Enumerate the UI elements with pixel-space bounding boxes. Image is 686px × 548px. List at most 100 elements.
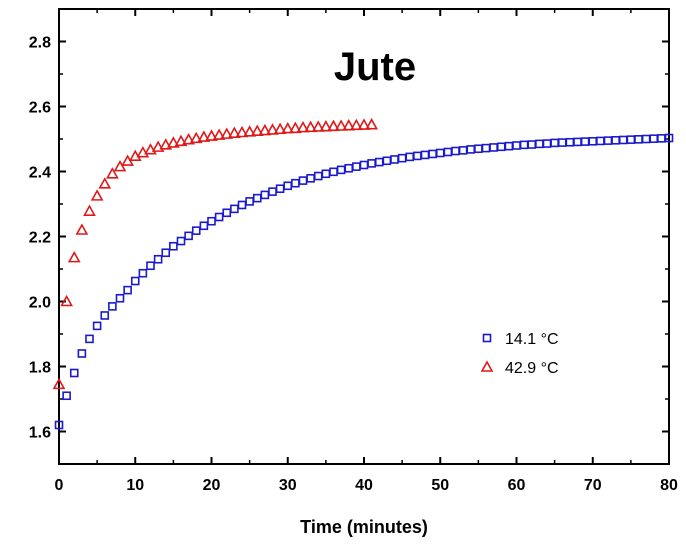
data-point: [252, 193, 262, 203]
data-point: [151, 140, 165, 152]
series-0: [54, 133, 674, 430]
data-point: [69, 368, 79, 378]
data-point: [159, 138, 173, 150]
series-layer: [52, 118, 674, 430]
data-point: [611, 136, 620, 145]
data-point: [281, 121, 295, 134]
data-point: [106, 167, 119, 179]
data-point: [542, 139, 552, 148]
data-point: [275, 184, 285, 194]
data-point: [260, 190, 270, 200]
data-point: [296, 120, 310, 133]
data-point: [182, 133, 195, 145]
data-point: [535, 139, 544, 149]
data-point: [489, 143, 498, 152]
x-axis: 0 10 20 30 40 50 60 70 80: [55, 9, 678, 494]
data-point: [334, 119, 348, 131]
x-tick-label: 30: [279, 477, 297, 494]
data-point: [62, 391, 71, 401]
data-point: [138, 268, 148, 278]
x-tick-label: 70: [584, 477, 602, 494]
data-point: [167, 136, 180, 148]
y-tick-label: 1.8: [29, 360, 51, 377]
data-point: [350, 118, 363, 131]
data-point: [90, 189, 104, 201]
data-point: [83, 204, 96, 216]
x-tick-label: 10: [126, 477, 144, 494]
data-point: [641, 134, 651, 144]
data-point: [174, 134, 188, 147]
data-point: [365, 118, 378, 130]
data-point: [451, 146, 460, 156]
data-point: [214, 212, 224, 222]
data-point: [283, 181, 293, 191]
data-point: [115, 293, 125, 303]
data-point: [258, 123, 272, 136]
legend-label: 14.1 °C: [505, 331, 559, 348]
data-point: [136, 146, 150, 158]
x-tick-label: 20: [203, 477, 221, 494]
data-point: [169, 241, 178, 251]
data-point: [327, 119, 340, 132]
data-point: [367, 159, 376, 168]
data-point: [420, 150, 430, 160]
data-point: [60, 294, 73, 307]
data-point: [382, 156, 392, 166]
x-tick-label: 60: [508, 477, 526, 494]
data-point: [108, 302, 117, 311]
data-point: [67, 250, 81, 263]
y-tick-label: 2.8: [29, 35, 51, 52]
data-point: [197, 130, 211, 142]
data-point: [298, 176, 308, 185]
data-point: [100, 311, 110, 320]
data-point: [184, 231, 193, 241]
y-tick-label: 1.6: [29, 425, 51, 442]
data-point: [321, 169, 331, 179]
y-tick-label: 2.0: [29, 295, 51, 312]
data-point: [212, 128, 226, 140]
data-point: [342, 119, 356, 131]
data-point: [596, 136, 605, 146]
data-point: [435, 148, 445, 158]
data-point: [428, 149, 437, 159]
legend-label: 42.9 °C: [505, 360, 559, 377]
data-point: [130, 276, 140, 286]
data-point: [144, 143, 157, 155]
data-point: [235, 125, 249, 138]
data-point: [397, 153, 407, 163]
legend: 14.1 °C 42.9 °C: [480, 331, 559, 377]
data-point: [54, 420, 64, 430]
legend-marker: [482, 333, 492, 343]
data-point: [268, 187, 277, 196]
data-point: [319, 120, 333, 132]
x-tick-label: 80: [660, 477, 678, 494]
data-point: [92, 321, 102, 331]
data-point: [273, 122, 287, 135]
data-point: [306, 174, 315, 183]
data-point: [618, 135, 628, 145]
data-point: [222, 208, 232, 218]
x-tick-label: 50: [431, 477, 449, 494]
data-point: [266, 123, 279, 135]
data-point: [390, 155, 399, 164]
data-point: [357, 118, 371, 130]
data-point: [199, 221, 209, 231]
data-point: [580, 137, 590, 146]
data-point: [313, 171, 323, 181]
data-point: [77, 349, 87, 358]
data-point: [336, 165, 346, 175]
data-point: [153, 254, 163, 264]
data-point: [176, 236, 186, 246]
data-point: [550, 138, 559, 148]
y-tick-label: 2.6: [29, 100, 51, 117]
data-point: [664, 133, 674, 143]
data-point: [230, 204, 239, 214]
y-axis: 1.6 1.8 2.0 2.2 2.4 2.6 2.8: [29, 35, 669, 442]
series-1: [52, 118, 378, 390]
data-point: [374, 157, 384, 167]
data-point: [496, 142, 506, 152]
chart-title: Jute: [334, 45, 416, 89]
data-point: [220, 127, 234, 139]
data-point: [527, 140, 537, 149]
